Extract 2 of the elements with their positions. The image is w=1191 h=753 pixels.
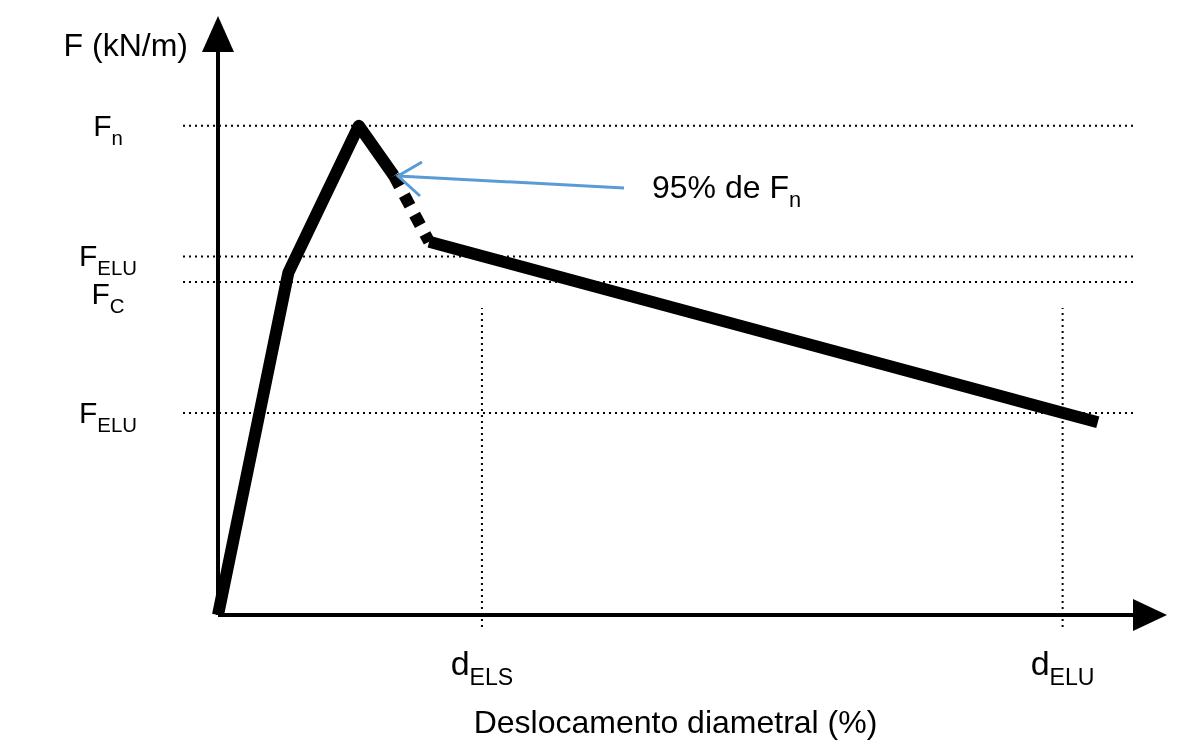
- x-axis-title: Deslocamento diametral (%): [473, 704, 878, 740]
- y-axis-title: F (kN/m): [63, 27, 188, 63]
